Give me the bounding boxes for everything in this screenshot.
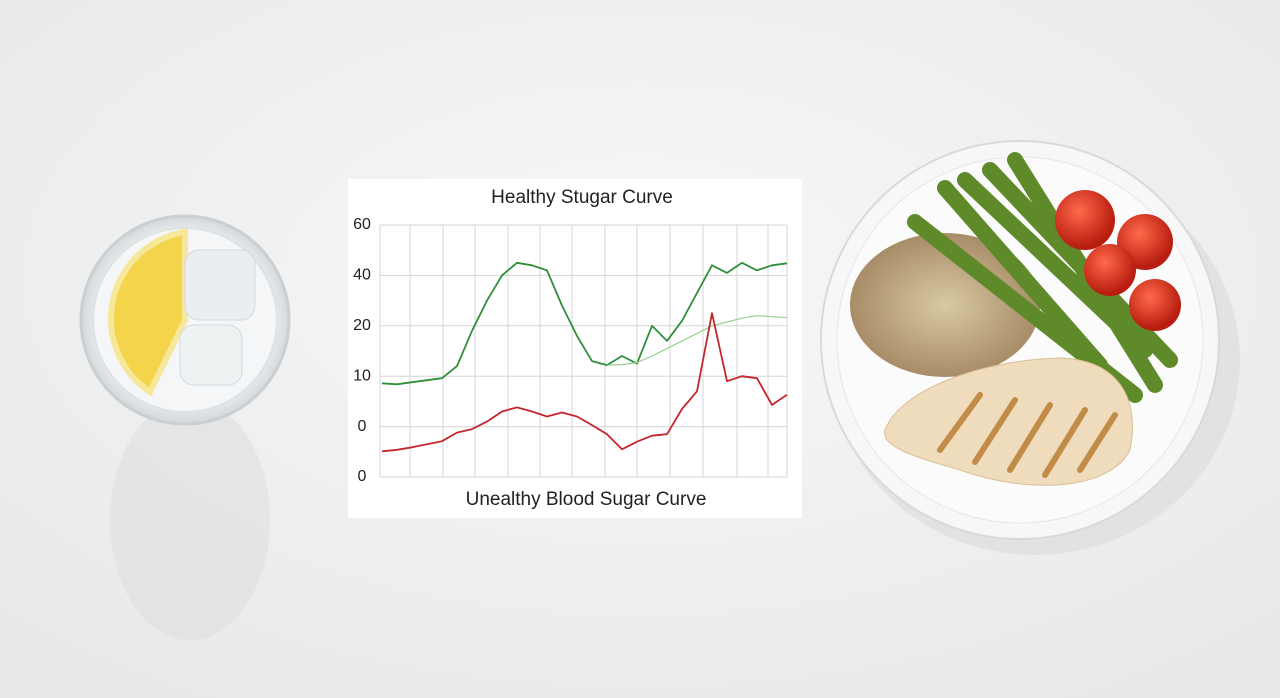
x-axis-label: Unealthy Blood Sugar Curve: [466, 489, 707, 510]
chart-title: Healthy Stugar Curve: [491, 187, 673, 208]
plate-of-food: [820, 140, 1240, 555]
data-line: [381, 261, 788, 386]
y-tick-label: 40: [353, 267, 371, 284]
glass-of-water: [79, 214, 291, 640]
chart-card: [348, 179, 802, 518]
y-tick-label: 0: [358, 418, 367, 435]
y-tick-label: 60: [353, 216, 371, 233]
y-tick-label: 10: [353, 367, 371, 384]
data-line: [381, 312, 788, 453]
y-tick-label: 0: [358, 468, 367, 485]
y-tick-label: 20: [353, 317, 371, 334]
data-line: [606, 315, 788, 366]
